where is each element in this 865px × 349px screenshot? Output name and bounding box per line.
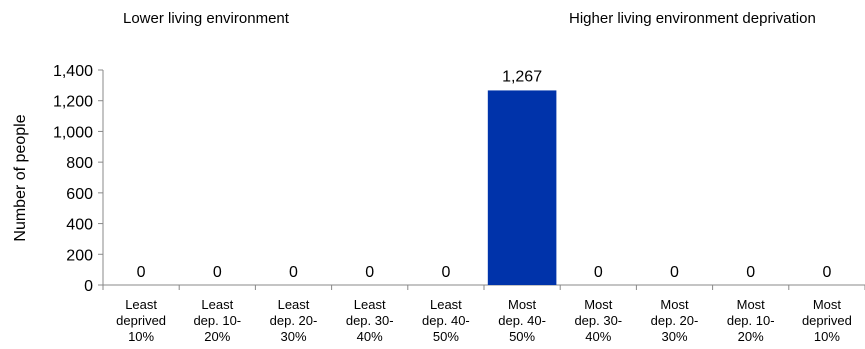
bars <box>487 90 557 285</box>
x-tick-label: Most dep. 10-20% <box>727 297 775 344</box>
annotation-higher: Higher living environment deprivation <box>569 10 816 27</box>
y-tick-label: 200 <box>66 247 93 264</box>
y-axis: 0 200 400 600 800 1,000 1,200 1,400 <box>53 63 104 295</box>
y-tick-label: 800 <box>66 155 93 172</box>
annotation-lower: Lower living environment <box>123 10 289 27</box>
data-label: 0 <box>594 264 603 281</box>
data-label: 0 <box>822 264 831 281</box>
x-axis: Least deprived 10% Least dep. 10-20% Least dep… <box>102 284 865 344</box>
data-label: 0 <box>441 264 450 281</box>
x-tick-label: Least dep. 20-30% <box>270 297 318 344</box>
x-tick-label: Most deprived 10% <box>802 297 852 344</box>
y-tick-label: 0 <box>84 278 93 295</box>
y-tick-label: 1,400 <box>53 63 93 80</box>
y-tick-label: 400 <box>66 217 93 234</box>
y-tick-label: 600 <box>66 186 93 203</box>
x-tick-label: Least dep. 30-40% <box>346 297 394 344</box>
data-label: 0 <box>289 264 298 281</box>
x-tick-label: Least dep. 10-20% <box>193 297 241 344</box>
x-tick-label: Most dep. 30-40% <box>574 297 622 344</box>
data-label: 0 <box>746 264 755 281</box>
bar <box>487 90 557 285</box>
x-tick-label: Most dep. 40-50% <box>498 297 546 344</box>
x-tick-label: Least dep. 40-50% <box>422 297 470 344</box>
y-axis-title: Number of people <box>12 114 29 241</box>
data-label: 1,267 <box>502 68 542 85</box>
data-label: 0 <box>365 264 374 281</box>
x-tick-label: Most dep. 20-30% <box>651 297 699 344</box>
data-label: 0 <box>137 264 146 281</box>
data-labels: 0 0 0 0 0 1,267 0 0 0 0 <box>137 68 832 281</box>
y-tick-label: 1,000 <box>53 124 93 141</box>
data-label: 0 <box>670 264 679 281</box>
x-tick-label: Least deprived 10% <box>116 297 166 344</box>
y-tick-label: 1,200 <box>53 94 93 111</box>
data-label: 0 <box>213 264 222 281</box>
